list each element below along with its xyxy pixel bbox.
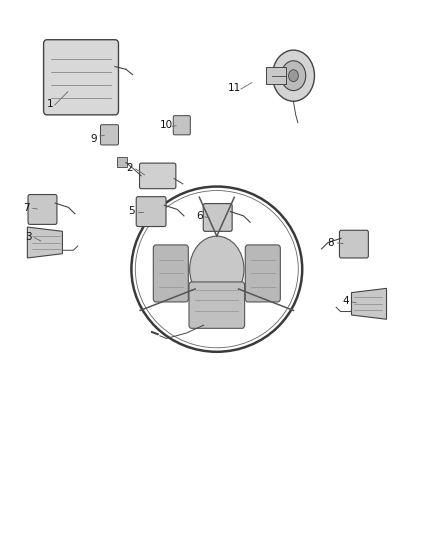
Polygon shape [27, 227, 62, 258]
FancyBboxPatch shape [44, 40, 118, 115]
Text: 2: 2 [126, 163, 133, 173]
FancyBboxPatch shape [100, 125, 118, 145]
Circle shape [289, 70, 298, 82]
Text: 9: 9 [91, 134, 98, 143]
Text: 5: 5 [128, 206, 135, 215]
Text: 10: 10 [160, 120, 173, 130]
FancyBboxPatch shape [189, 282, 244, 328]
Text: 6: 6 [196, 211, 203, 221]
FancyBboxPatch shape [173, 116, 190, 135]
Text: 3: 3 [25, 232, 32, 242]
Circle shape [281, 61, 306, 91]
FancyBboxPatch shape [136, 197, 166, 227]
Polygon shape [351, 288, 386, 319]
Text: 8: 8 [327, 238, 334, 247]
FancyBboxPatch shape [266, 67, 286, 84]
FancyBboxPatch shape [153, 245, 188, 302]
FancyBboxPatch shape [28, 195, 57, 224]
FancyBboxPatch shape [139, 163, 176, 189]
FancyBboxPatch shape [245, 245, 280, 302]
Text: 11: 11 [228, 83, 241, 93]
Circle shape [190, 236, 244, 302]
FancyBboxPatch shape [339, 230, 368, 258]
Circle shape [272, 50, 314, 101]
Text: 7: 7 [23, 203, 30, 213]
Text: 1: 1 [47, 99, 54, 109]
FancyBboxPatch shape [117, 157, 127, 167]
FancyBboxPatch shape [203, 204, 232, 231]
Text: 4: 4 [343, 296, 350, 306]
